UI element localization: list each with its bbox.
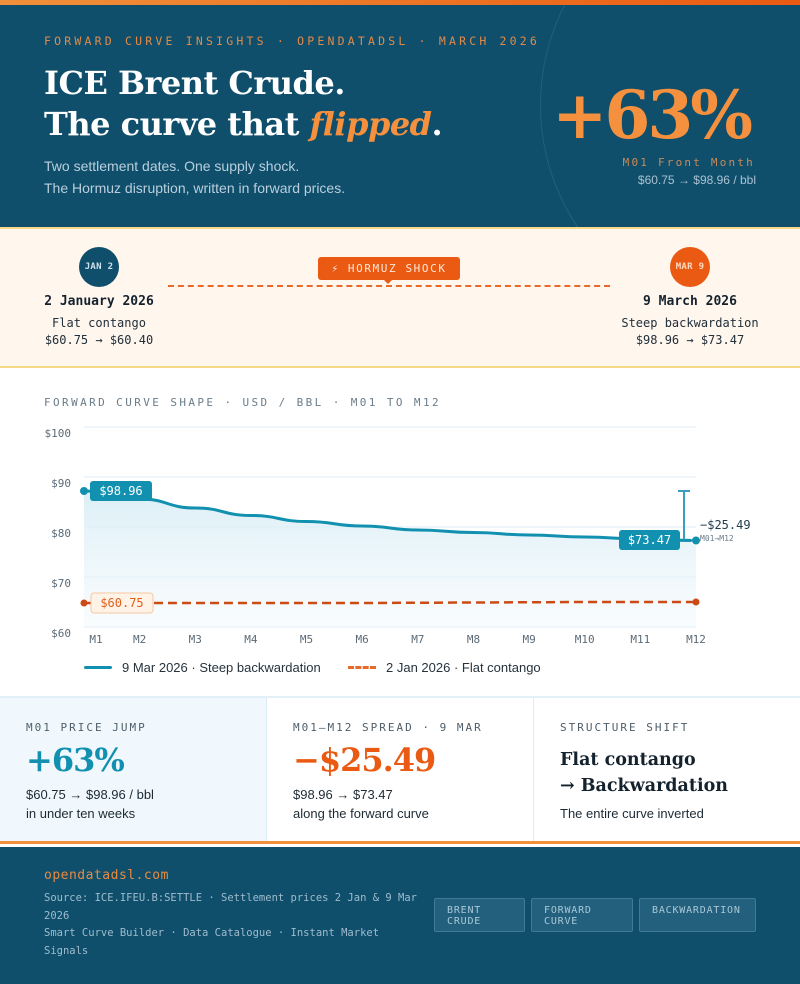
stat-value: +63% (26, 741, 125, 779)
y-tick-label: $80 (51, 527, 71, 540)
headline-metric-label: M01 Front Month (622, 156, 755, 169)
structure-shift: Flat contango → Backwardation (560, 747, 728, 799)
stat-value: −$25.49 (293, 741, 436, 779)
legend-item-jan: 2 Jan 2026 · Flat contango (348, 660, 541, 675)
x-tick-label: M5 (300, 633, 313, 646)
decorative-ring (540, 5, 800, 227)
timeline-range-jan: $60.75 → $60.40 (44, 333, 154, 347)
stat-label: STRUCTURE SHIFT (560, 721, 690, 734)
shift-to: → Backwardation (560, 776, 728, 796)
stat-detail: $98.96 → $73.47 (293, 787, 393, 802)
timeline-date-jan: 2 January 2026 (44, 294, 154, 309)
y-tick-label: $100 (45, 427, 72, 440)
data-point-jan-m1 (80, 599, 88, 607)
timeline-range-mar: $98.96 → $73.47 (635, 333, 745, 347)
timeline-badge-jan: JAN 2 (79, 247, 119, 287)
x-tick-label: M1 (89, 633, 102, 646)
x-tick-label: M10 (575, 633, 595, 646)
stat-label: M01–M12 SPREAD · 9 MAR (293, 721, 483, 734)
x-tick-label: M8 (467, 633, 480, 646)
timeline-desc-jan: Flat contango (52, 316, 146, 330)
timeline-badge-mar: MAR 9 (670, 247, 710, 287)
x-tick-label: M12 (686, 633, 706, 646)
chart-title: FORWARD CURVE SHAPE · USD / BBL · M01 TO… (44, 396, 441, 409)
stat-detail: $60.75 → $98.96 / bbl (26, 787, 154, 802)
data-point-jan-m12 (692, 598, 700, 606)
data-label-mar-m1-bg (90, 481, 152, 501)
spread-annotation-label: M01→M12 (700, 534, 734, 543)
headline-line2-prefix: The curve that (44, 105, 310, 143)
x-tick-label: M6 (356, 633, 369, 646)
legend-swatch-dashed (348, 666, 376, 669)
data-point-mar-m1 (80, 487, 88, 495)
y-tick-label: $90 (51, 477, 71, 490)
spread-annotation-value: −$25.49 (700, 518, 751, 532)
series-line-mar (82, 489, 698, 542)
series-line-jan (84, 600, 696, 605)
data-label-mar-m1: $98.96 (99, 484, 142, 498)
headline-line2-suffix: . (431, 105, 443, 143)
timeline-date-mar: 9 March 2026 (643, 294, 737, 309)
page-title: ICE Brent Crude. The curve that flipped. (44, 63, 443, 145)
x-tick-label: M2 (133, 633, 146, 646)
data-label-jan-m1-bg (90, 592, 154, 614)
x-tick-label: M7 (411, 633, 424, 646)
timeline-desc-mar: Steep backwardation (621, 316, 759, 330)
footer-source: Source: ICE.IFEU.B:SETTLE · Settlement p… (44, 892, 417, 922)
tag-backwardation[interactable]: BACKWARDATION (639, 898, 756, 932)
footer-site-link[interactable]: opendatadsl.com (44, 868, 169, 883)
y-tick-label: $60 (51, 627, 71, 640)
x-tick-label: M3 (189, 633, 202, 646)
footer-products: Smart Curve Builder · Data Catalogue · I… (44, 927, 380, 957)
stat-detail: The entire curve inverted (560, 806, 704, 821)
event-badge: ⚡ HORMUZ SHOCK (318, 257, 460, 284)
hero-header: FORWARD CURVE INSIGHTS · OPENDATADSL · M… (0, 5, 800, 227)
tag-brent-crude[interactable]: BRENT CRUDE (434, 898, 525, 932)
stat-detail: along the forward curve (293, 806, 429, 821)
subtitle: Two settlement dates. One supply shock. … (44, 155, 345, 199)
legend-item-mar: 9 Mar 2026 · Steep backwardation (84, 660, 321, 675)
legend-label-mar: 9 Mar 2026 · Steep backwardation (122, 660, 321, 675)
legend-swatch-solid (84, 666, 112, 669)
stat-card-structure: STRUCTURE SHIFT Flat contango → Backward… (534, 698, 800, 841)
accent-bar (0, 0, 800, 5)
stats-row: M01 PRICE JUMP +63% $60.75 → $98.96 / bb… (0, 696, 800, 844)
timeline: JAN 2 2 January 2026 Flat contango $60.7… (0, 227, 800, 368)
subtitle-line1: Two settlement dates. One supply shock. (44, 158, 300, 174)
forward-curve-chart: $100 $90 $80 $70 $60 M1 M2 M3 M4 M5 M6 M7 M8 M9 M10 M1… (45, 426, 751, 646)
stat-card-price-jump: M01 PRICE JUMP +63% $60.75 → $98.96 / bb… (0, 698, 267, 841)
footer: opendatadsl.com Source: ICE.IFEU.B:SETTL… (0, 847, 800, 984)
x-tick-label: M11 (630, 633, 650, 646)
stat-card-spread: M01–M12 SPREAD · 9 MAR −$25.49 $98.96 → … (267, 698, 534, 841)
stat-label: M01 PRICE JUMP (26, 721, 147, 734)
x-tick-label: M9 (522, 633, 535, 646)
legend-label-jan: 2 Jan 2026 · Flat contango (386, 660, 541, 675)
data-label-mar-m12-bg (619, 530, 680, 550)
data-label-mar-m12: $73.47 (628, 533, 671, 547)
stat-detail: in under ten weeks (26, 806, 136, 821)
backwardation-area (84, 491, 696, 627)
kicker: FORWARD CURVE INSIGHTS · OPENDATADSL · M… (44, 34, 541, 48)
headline-metric-sub: $60.75 → $98.96 / bbl (637, 173, 756, 187)
headline-line1: ICE Brent Crude. (44, 64, 345, 102)
subtitle-line2: The Hormuz disruption, written in forwar… (44, 180, 346, 196)
headline-emphasis: flipped (309, 105, 432, 143)
y-tick-label: $70 (51, 577, 71, 590)
data-label-jan-m1: $60.75 (100, 596, 143, 610)
shift-from: Flat contango (560, 750, 696, 770)
headline-metric: +63% (552, 76, 753, 154)
timeline-connector (168, 285, 610, 287)
x-tick-label: M4 (244, 633, 258, 646)
tag-forward-curve[interactable]: FORWARD CURVE (531, 898, 633, 932)
